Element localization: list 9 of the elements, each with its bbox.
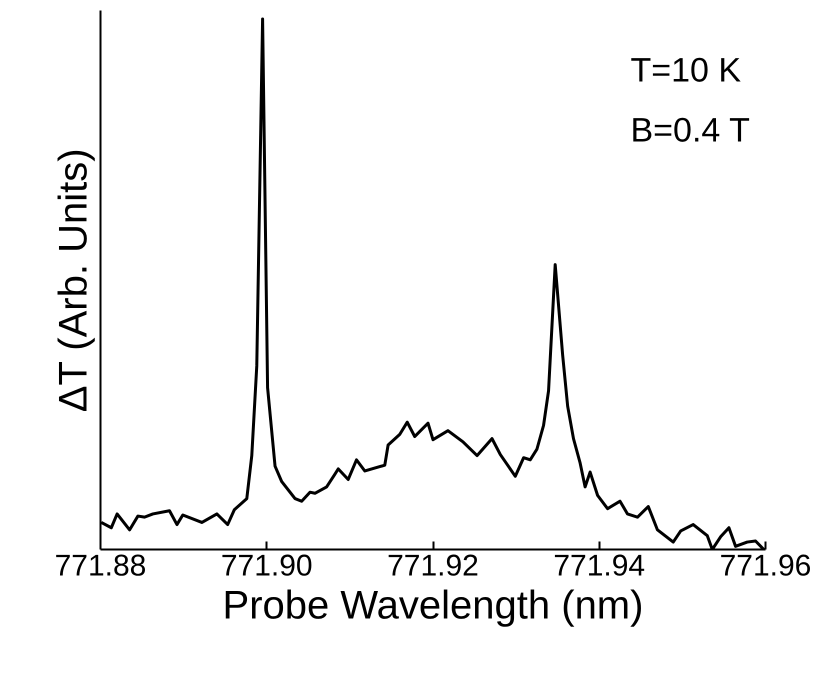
x-axis-title: Probe Wavelength (nm) [222, 584, 644, 628]
x-tick-label: 771.88 [54, 550, 146, 582]
x-tick-label: 771.94 [553, 550, 646, 582]
x-tick-label: 771.92 [387, 550, 479, 582]
y-axis-title: ΔT (Arb. Units) [52, 148, 96, 412]
annotation: T=10 K [630, 52, 742, 90]
x-tick-label: 771.96 [720, 550, 812, 582]
x-tick-label: 771.90 [220, 550, 313, 582]
annotation: B=0.4 T [630, 112, 750, 150]
